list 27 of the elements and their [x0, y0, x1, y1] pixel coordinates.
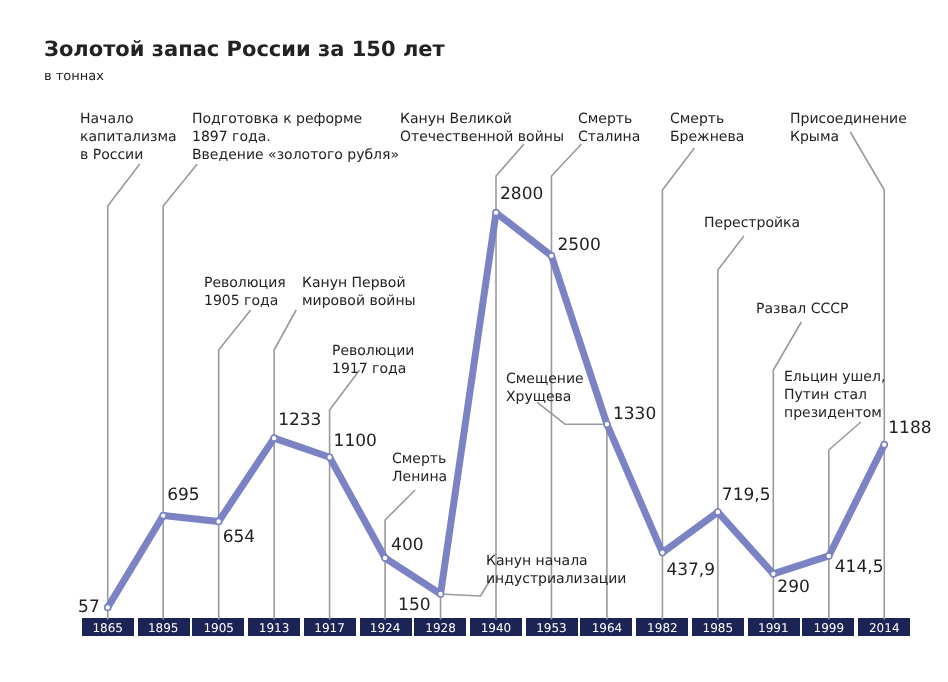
data-label: 290: [777, 578, 810, 599]
point: [325, 453, 334, 462]
chart-title: Золотой запас России за 150 лет: [44, 37, 447, 62]
data-label: 414,5: [834, 558, 884, 579]
point: [547, 252, 556, 260]
data-label: 1100: [333, 431, 377, 452]
data-label: 719,5: [721, 486, 771, 507]
point: [880, 440, 889, 449]
data-label: 2500: [557, 236, 601, 257]
data-label: 57: [78, 597, 100, 618]
point: [270, 434, 278, 442]
point: [436, 590, 445, 598]
data-label: 437,9: [666, 560, 716, 581]
data-label: 400: [391, 536, 424, 557]
point: [769, 570, 778, 578]
point: [603, 420, 611, 429]
data-label: 695: [167, 485, 200, 506]
point: [714, 508, 722, 516]
point: [103, 603, 112, 612]
data-label: 2800: [500, 185, 544, 206]
point: [381, 554, 389, 562]
data-label: 654: [222, 527, 256, 548]
data-label: 1330: [612, 404, 657, 425]
point: [825, 552, 833, 560]
data-label: 1233: [278, 410, 322, 431]
data-label: 1188: [888, 419, 932, 440]
data-label: 150: [398, 596, 431, 617]
